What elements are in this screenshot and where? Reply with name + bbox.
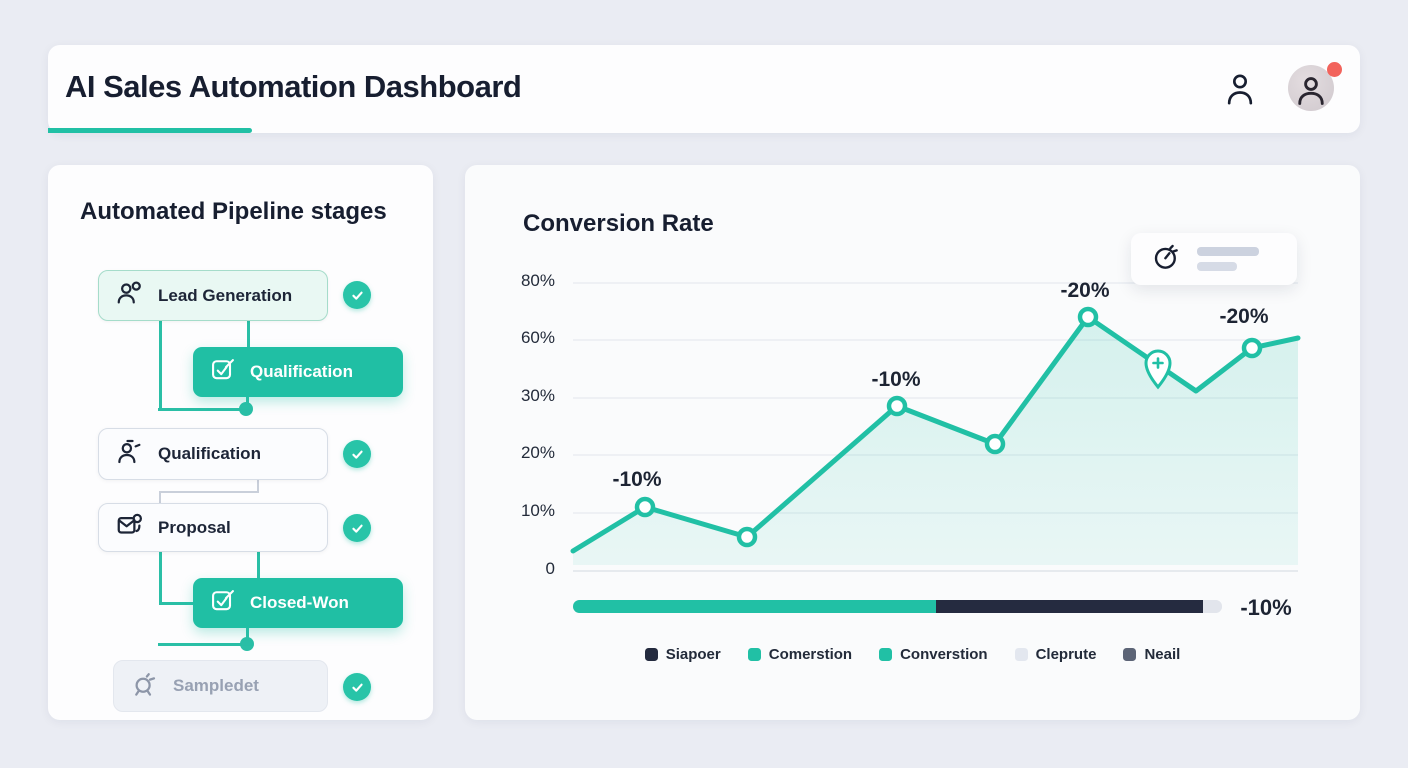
data-point-marker: [736, 526, 758, 548]
stage-qualification[interactable]: Qualification: [98, 428, 328, 480]
y-tick: 0: [545, 559, 555, 578]
checkbox-pen-icon: [209, 587, 237, 620]
legend-label: Siapoer: [665, 646, 721, 663]
data-point-marker: [1077, 306, 1099, 328]
timer-icon: [1151, 242, 1181, 277]
data-point-marker: [984, 433, 1006, 455]
stage-lead-generation[interactable]: Lead Generation: [98, 270, 328, 321]
pipeline-panel: Automated Pipeline stages Lead Generatio…: [48, 165, 433, 720]
y-tick: 10%: [520, 501, 555, 520]
connector-node-dot: [240, 637, 254, 651]
data-point-marker: [1241, 337, 1263, 359]
progress-bar-label: -10%: [1240, 595, 1292, 620]
data-point-marker: [634, 496, 656, 518]
pipeline-title: Automated Pipeline stages: [80, 198, 387, 225]
point-label: -20%: [1060, 279, 1110, 302]
connector-line: [159, 321, 162, 411]
alarm-icon: [130, 669, 160, 704]
legend-item[interactable]: Comerstion: [747, 646, 853, 663]
legend-swatch: [1014, 648, 1028, 661]
check-badge: [343, 281, 371, 309]
legend-item[interactable]: Converstion: [879, 646, 988, 663]
skeleton-bar: [1197, 247, 1259, 256]
point-label: -20%: [1219, 305, 1269, 328]
legend-swatch: [747, 648, 761, 661]
stage-sampledet[interactable]: Sampledet: [113, 660, 328, 712]
notification-dot: [1327, 62, 1342, 77]
connector-line: [257, 480, 259, 493]
chart-legend: Siapoer Comerstion Converstion Cleprute …: [465, 646, 1360, 663]
conversion-line-svg: [570, 282, 1301, 572]
legend-item[interactable]: Siapoer: [644, 646, 721, 663]
y-tick: 80%: [520, 271, 555, 290]
header-bar: AI Sales Automation Dashboard: [48, 45, 1360, 133]
connector-line: [158, 408, 248, 411]
user-check-icon: [115, 437, 145, 472]
y-tick: 20%: [520, 443, 555, 462]
mail-user-icon: [115, 510, 145, 545]
legend-swatch: [644, 648, 658, 661]
legend-swatch: [1123, 648, 1137, 661]
connector-node-dot: [239, 402, 253, 416]
check-badge: [343, 673, 371, 701]
stage-label: Lead Generation: [158, 285, 293, 305]
page-title: AI Sales Automation Dashboard: [65, 69, 522, 104]
legend-label: Converstion: [900, 646, 988, 663]
y-tick: 30%: [520, 386, 555, 405]
legend-item[interactable]: Neail: [1123, 646, 1180, 663]
progress-segment-gray: [1202, 600, 1222, 613]
stage-label: Qualification: [158, 444, 261, 463]
stage-proposal[interactable]: Proposal: [98, 503, 328, 552]
progress-segment-navy: [936, 600, 1203, 613]
check-badge: [343, 514, 371, 542]
tooltip-card: [1131, 233, 1297, 285]
connector-line: [159, 491, 161, 504]
checkbox-pen-icon: [209, 356, 237, 389]
stage-closed-won[interactable]: Closed-Won: [193, 578, 403, 628]
title-accent-underline: [48, 128, 252, 133]
y-tick: 60%: [520, 328, 555, 347]
progress-segment-teal: [573, 600, 937, 613]
point-label: -10%: [871, 368, 921, 391]
skeleton-bar: [1197, 262, 1237, 271]
connector-line: [159, 491, 259, 493]
stage-label: Closed-Won: [250, 593, 349, 612]
legend-label: Comerstion: [768, 646, 853, 663]
check-badge: [343, 440, 371, 468]
connector-line: [159, 602, 193, 605]
pin-plus-marker[interactable]: [1144, 349, 1172, 390]
conversion-rate-panel: Conversion Rate 80% 60% 30% 20% 10% 0 -1…: [465, 165, 1360, 720]
point-label: -10%: [612, 468, 662, 491]
connector-line: [247, 321, 250, 348]
user-icon[interactable]: [1220, 68, 1260, 110]
user-search-icon: [115, 278, 145, 313]
data-point-marker: [886, 395, 908, 417]
stage-label: Proposal: [158, 517, 231, 537]
stage-qualification-active[interactable]: Qualification: [193, 347, 403, 397]
connector-line: [257, 552, 260, 578]
legend-label: Neail: [1144, 646, 1181, 663]
stage-label: Sampledet: [173, 676, 259, 695]
legend-label: Cleprute: [1035, 646, 1097, 663]
tooltip-skeleton-lines: [1197, 247, 1259, 271]
avatar[interactable]: [1288, 65, 1334, 111]
chart-title: Conversion Rate: [523, 210, 714, 237]
stage-label: Qualification: [250, 362, 353, 381]
legend-swatch: [879, 648, 893, 661]
connector-line: [159, 552, 162, 605]
connector-line: [158, 643, 248, 646]
legend-item[interactable]: Cleprute: [1014, 646, 1097, 663]
conversion-progress-bar: [573, 600, 1222, 613]
